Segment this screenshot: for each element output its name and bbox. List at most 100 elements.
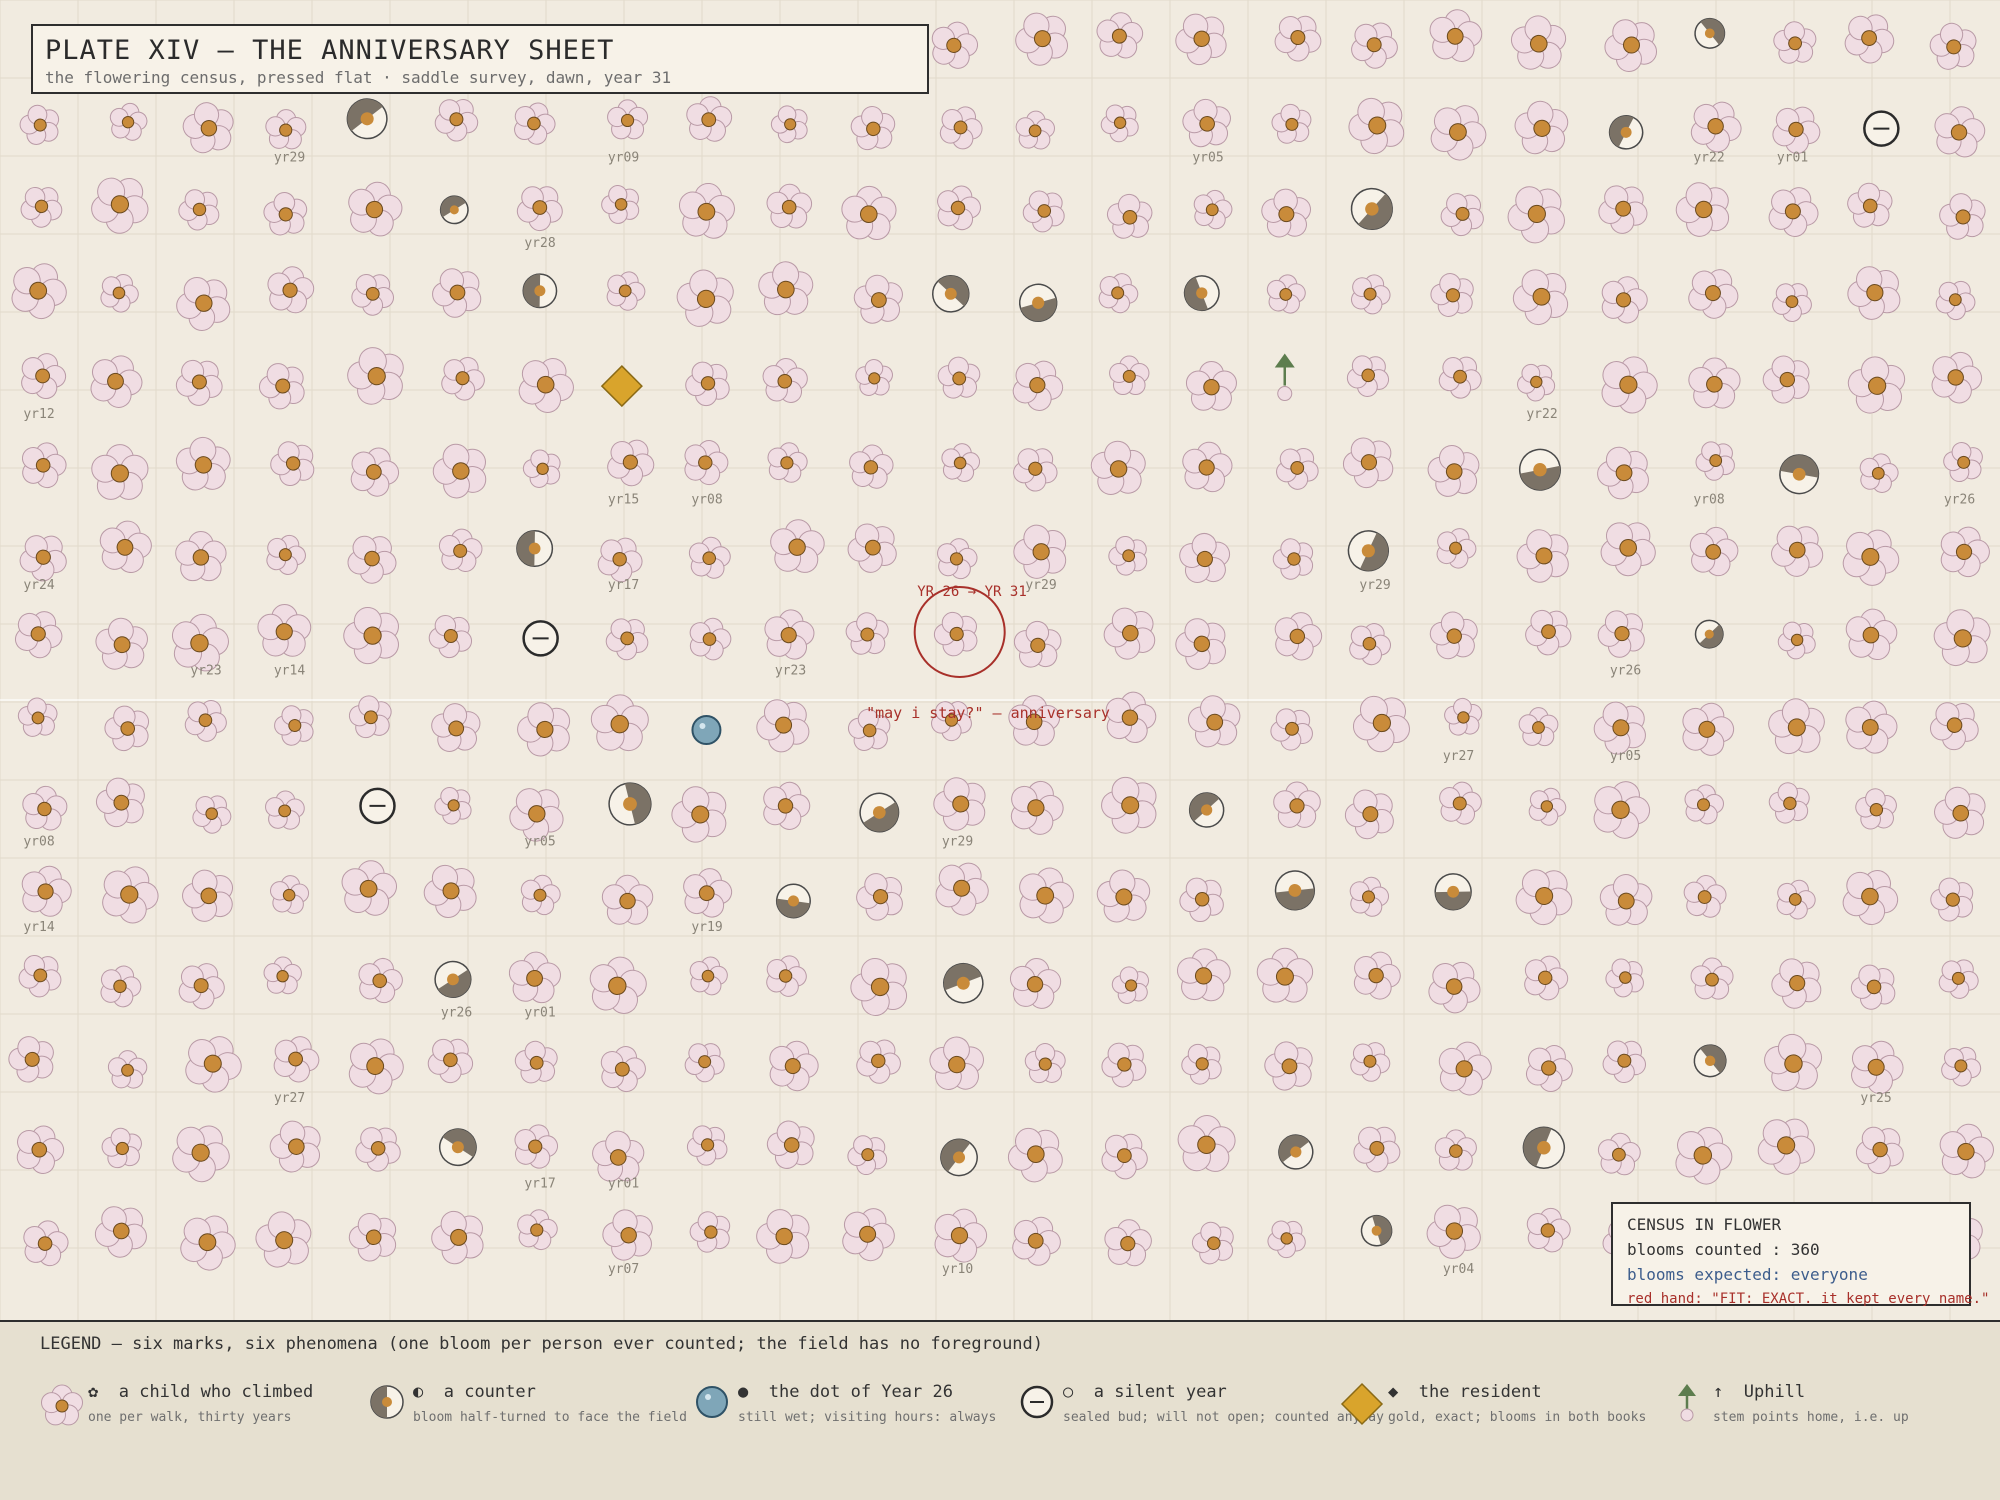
legend-title: LEGEND — six marks, six phenomena (one b… (40, 1334, 1044, 1354)
flower-bloom (1602, 1040, 1646, 1084)
flower-bloom (347, 535, 397, 584)
flower-bloom (1517, 363, 1556, 402)
flower-bloom (1427, 444, 1480, 497)
flower-bloom (1847, 182, 1893, 228)
flower-bloom (1010, 780, 1064, 835)
flower-bloom (266, 534, 306, 575)
flower-bloom (1597, 610, 1645, 658)
year26-dot (691, 714, 722, 745)
counter-bloom (438, 1128, 477, 1167)
flower-bloom (1344, 789, 1394, 840)
flower-bloom (95, 617, 148, 670)
flower-bloom (1772, 283, 1812, 323)
flower-bloom (1528, 787, 1567, 826)
year-label: yr29 (274, 151, 305, 166)
flower-bloom (1764, 1033, 1823, 1092)
legend-sub: one per walk, thirty years (88, 1410, 292, 1425)
flower-bloom (427, 1038, 474, 1084)
flower-bloom (341, 860, 398, 916)
flower-bloom (23, 1220, 69, 1267)
flower-bloom (847, 708, 891, 751)
flower-bloom (21, 865, 72, 917)
flower-bloom (522, 449, 561, 488)
year-label: yr28 (524, 236, 555, 251)
flower-bloom (600, 1046, 646, 1093)
flower-bloom (684, 440, 729, 486)
year-label: yr05 (1610, 749, 1641, 764)
flower-bloom (855, 359, 893, 396)
flower-bloom (1440, 193, 1484, 237)
flower-icon (41, 1384, 83, 1426)
legend-glyph: ↑ (1713, 1382, 1724, 1402)
flower-bloom (1599, 874, 1653, 926)
flower-bloom (1438, 356, 1482, 399)
flower-bloom (270, 441, 315, 487)
flower-bloom (1675, 182, 1730, 237)
flower-bloom (1768, 187, 1819, 237)
anniversary-label-top: YR 26 → YR 31 (917, 584, 1027, 600)
gold-diamond-icon (1340, 1382, 1384, 1426)
flower-bloom (1096, 12, 1144, 59)
flower-bloom (265, 109, 307, 150)
flower-bloom (592, 1130, 645, 1182)
half-disc-icon (370, 1385, 404, 1419)
flower-bloom (597, 537, 643, 583)
flower-bloom (434, 99, 479, 142)
sealed-bud (359, 787, 396, 825)
flower-bloom (182, 102, 234, 154)
flower-bloom (1100, 104, 1139, 143)
flower-bloom (90, 355, 143, 408)
counter-bloom (1434, 873, 1472, 911)
year-label: yr01 (608, 1177, 639, 1192)
flower-bloom (1430, 105, 1487, 161)
flower-bloom (1515, 869, 1573, 926)
flower-bloom (8, 1036, 54, 1083)
flower-bloom (1757, 1118, 1815, 1175)
flower-bloom (358, 957, 403, 1004)
flower-bloom (423, 864, 477, 919)
year-label: yr09 (608, 151, 639, 166)
flower-bloom (1931, 351, 1983, 404)
flower-bloom (175, 436, 231, 491)
year-label: yr22 (1693, 151, 1724, 166)
flower-bloom (99, 520, 152, 574)
flower-bloom (1261, 188, 1311, 238)
year-label: yr08 (1693, 493, 1724, 508)
flower-bloom (514, 102, 556, 145)
flower-bloom (1675, 1126, 1733, 1185)
flower-bloom (934, 1208, 988, 1263)
counter-bloom (1183, 275, 1220, 312)
year-label: yr08 (691, 493, 722, 508)
flower-bloom (1096, 869, 1151, 923)
flower-bloom (1939, 1123, 1994, 1179)
flower-bloom (431, 1210, 484, 1265)
flower-bloom (1353, 951, 1401, 1000)
flower-bloom (1525, 609, 1572, 656)
counter-bloom (859, 792, 900, 833)
flower-bloom (847, 523, 897, 573)
flower-bloom (671, 786, 727, 843)
flower-bloom (178, 189, 220, 231)
census-panel: CENSUS IN FLOWER blooms counted : 360 bl… (1611, 1202, 1989, 1307)
flower-bloom (16, 1125, 65, 1175)
legend-glyph: ✿ (88, 1382, 99, 1402)
flower-bloom (1434, 1129, 1477, 1171)
flower-bloom (509, 788, 564, 842)
flower-bloom (175, 359, 223, 406)
flower-bloom (1514, 100, 1569, 155)
flower-bloom (258, 363, 305, 410)
flower-bloom (350, 447, 400, 497)
flower-bloom (1342, 437, 1394, 489)
flower-bloom (939, 106, 983, 150)
flower-bloom (683, 868, 733, 918)
counter-bloom (608, 782, 652, 826)
counter-bloom (1360, 1214, 1393, 1247)
flower-bloom (178, 963, 225, 1010)
legend-label: the resident (1418, 1382, 1542, 1402)
year-label-layer: yr29 yr09 yr05 yr22 yr01 yr28 yr12 yr22 yr15 yr08… (23, 151, 1975, 1278)
counter-bloom (775, 883, 811, 919)
sealed-bud (522, 620, 559, 657)
flower-bloom (1013, 524, 1067, 579)
flower-bloom (607, 439, 655, 487)
flower-bloom (1109, 355, 1150, 396)
